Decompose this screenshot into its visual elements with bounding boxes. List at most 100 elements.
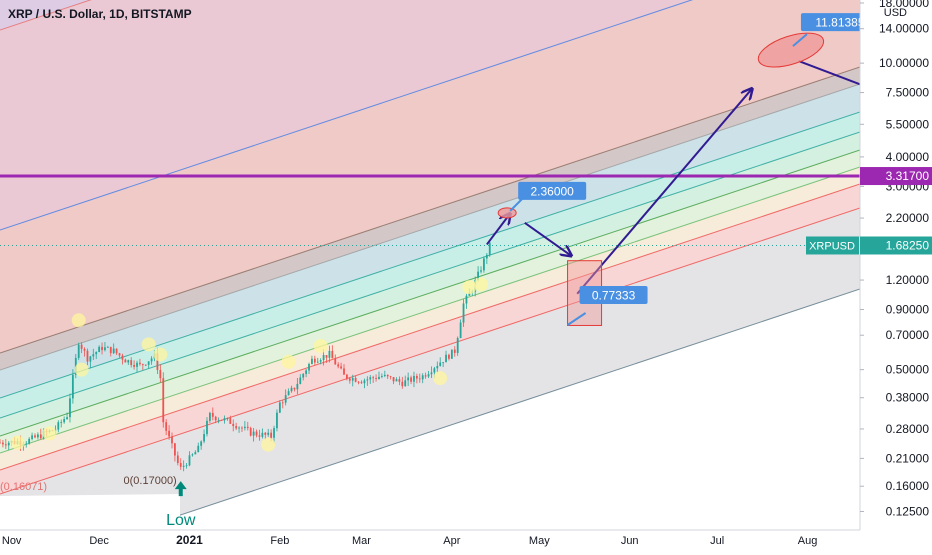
candle-body <box>421 375 424 380</box>
target-3-label-box <box>800 13 860 32</box>
candle-body <box>200 441 203 446</box>
pivot-highlight-5 <box>153 347 168 362</box>
resistance-tag: 3.31700 <box>860 167 932 186</box>
candle-body <box>334 358 337 365</box>
price-axis[interactable]: 18.00000 14.00000 10.00000 7.50000 5.50000 4.… <box>806 0 932 550</box>
candle-body <box>439 362 442 366</box>
candle-body <box>206 420 208 435</box>
candle-body <box>293 387 296 390</box>
candle-body <box>246 426 249 428</box>
candle-body <box>112 348 115 354</box>
candle-body <box>468 292 471 296</box>
candle-body <box>308 363 310 371</box>
overlays: 2.36000 0.77333 11.81385 Low 0(0.17000) (0.16… <box>0 13 860 529</box>
time-tick-label: Mar <box>352 535 371 547</box>
candle-body <box>372 377 375 379</box>
target-3-highlight <box>757 32 825 68</box>
price-tick-label: 5.50000 <box>886 117 930 131</box>
target-1-pointer <box>509 198 523 212</box>
candle-body <box>363 380 366 384</box>
candle-body <box>427 374 430 377</box>
currency-label: USD <box>884 7 907 19</box>
candle-body <box>313 358 316 363</box>
candle-body <box>147 361 150 365</box>
candle-body <box>410 377 412 382</box>
low-annotation: Low <box>166 512 196 529</box>
candle-body <box>485 254 488 259</box>
candle-body <box>483 258 485 271</box>
candle-body <box>203 434 205 442</box>
pivot-highlight-3 <box>74 362 89 377</box>
price-tick-label: 2.20000 <box>886 211 930 225</box>
candle-body <box>296 383 299 390</box>
candle-body <box>276 412 278 429</box>
current-price-tag-box <box>860 236 932 255</box>
target-3-label: 11.81385 <box>800 13 860 32</box>
candle-body <box>214 416 217 421</box>
price-tick-label: 0.90000 <box>886 302 930 316</box>
candle-body <box>319 360 322 362</box>
chart-title: XRP / U.S. Dollar, 1D, BITSTAMP <box>8 7 192 21</box>
candle-body <box>191 454 194 456</box>
band-line-8 <box>0 183 860 471</box>
candle-body <box>270 432 273 438</box>
candle-body <box>83 348 86 351</box>
time-tick-label: Nov <box>2 535 22 547</box>
candle-body <box>351 377 354 381</box>
arrow-up-to-target-1 <box>486 214 510 246</box>
candle-body <box>278 402 281 413</box>
pivot-highlight-0 <box>10 435 25 450</box>
left-value-annotation: (0.16071) <box>0 481 47 493</box>
candle-body <box>162 378 165 423</box>
current-price-tag: XRPUSD 1.68250 <box>806 236 932 255</box>
candle-body <box>354 377 357 382</box>
candle-body <box>31 435 33 439</box>
candle-body <box>226 418 229 419</box>
candle-body <box>179 462 182 467</box>
candle-body <box>442 362 445 364</box>
target-2-pointer <box>567 312 587 326</box>
candle-body <box>104 347 106 351</box>
band-line-9 <box>0 207 860 495</box>
arrow-down-to-target-2 <box>524 221 572 256</box>
candle-body <box>34 435 36 438</box>
candle-body <box>302 373 305 378</box>
candle-body <box>404 380 407 387</box>
candle-body <box>185 465 188 467</box>
candle-body <box>328 350 331 358</box>
candle-body <box>144 364 147 366</box>
candle-body <box>459 322 462 339</box>
time-axis[interactable]: Nov Dec 2021 Feb Mar Apr May Jun Jul Aug <box>0 529 932 550</box>
candle-body <box>109 346 112 354</box>
candle-body <box>340 366 342 369</box>
candle-body <box>415 375 418 379</box>
candle-body <box>211 412 214 417</box>
candle-body <box>389 376 392 378</box>
candle-body <box>69 398 71 418</box>
candle-body <box>95 352 98 355</box>
candle-body <box>208 412 211 421</box>
candle-body <box>395 379 398 382</box>
candles <box>0 242 491 472</box>
time-tick-label: May <box>529 535 550 547</box>
channel-base-fill <box>0 494 180 530</box>
band-line-4 <box>0 111 860 399</box>
candle-body <box>106 346 109 348</box>
candle-body <box>220 419 223 421</box>
arrow-down-after-target-3 <box>798 60 860 86</box>
candle-body <box>436 365 439 369</box>
candle-body <box>182 465 185 467</box>
price-tick-label: 0.21000 <box>886 451 930 465</box>
candle-body <box>316 361 319 363</box>
candle-body <box>424 375 427 377</box>
candle-body <box>238 427 240 429</box>
target-1-label-box <box>518 181 587 200</box>
target-2-label: 0.77333 <box>579 286 648 305</box>
price-tick-label: 4.00000 <box>886 150 930 164</box>
price-tick-label: 0.38000 <box>886 391 930 405</box>
candle-body <box>71 374 74 399</box>
candle-body <box>150 358 153 362</box>
candle-body <box>249 427 252 436</box>
price-tick-label: 0.70000 <box>886 328 930 342</box>
